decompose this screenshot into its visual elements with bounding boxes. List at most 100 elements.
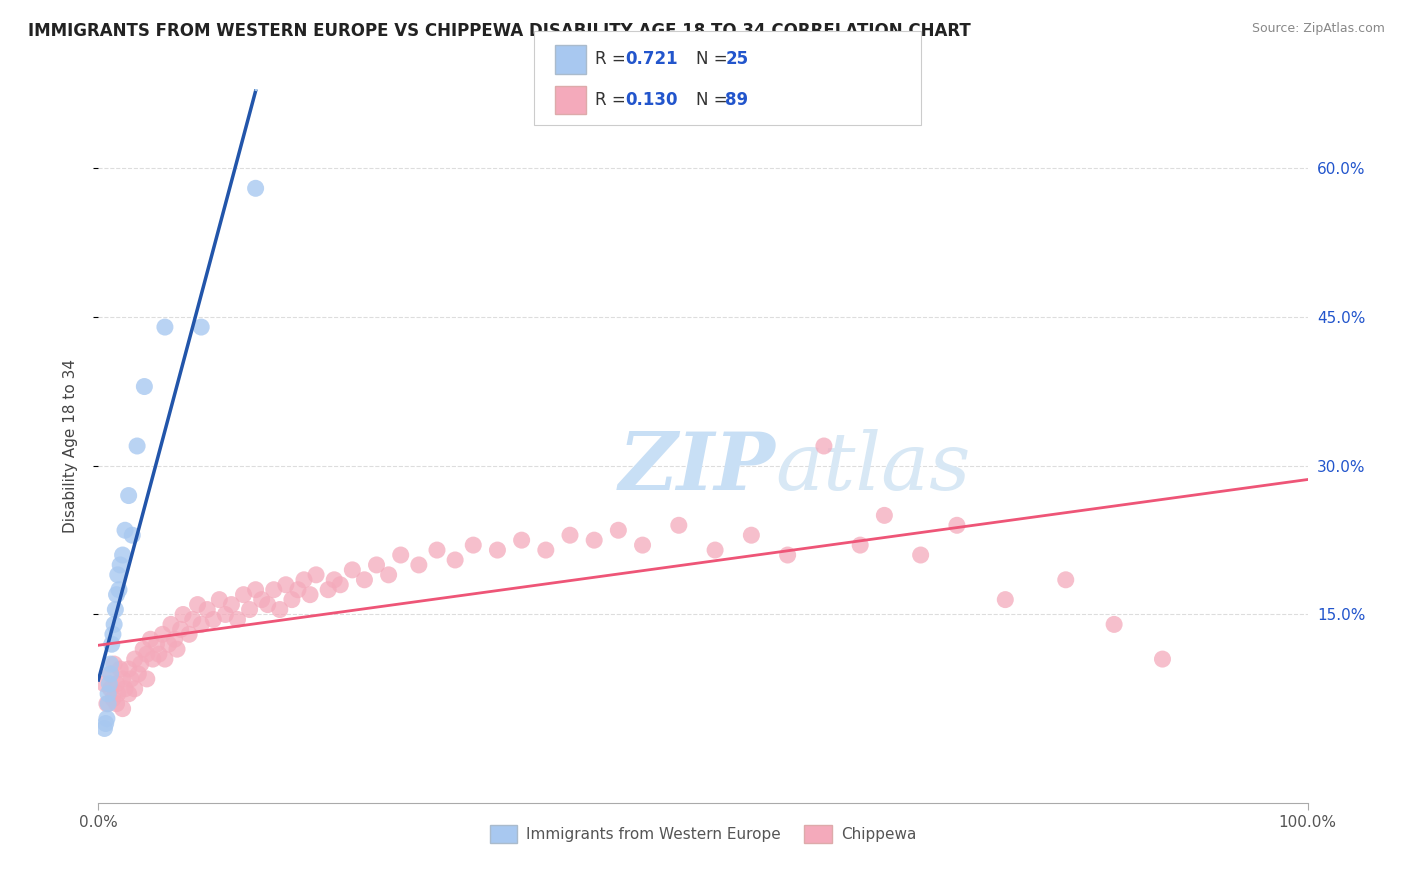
Point bbox=[166, 642, 188, 657]
Text: 25: 25 bbox=[725, 50, 748, 68]
Point bbox=[103, 657, 125, 671]
Point bbox=[299, 588, 322, 602]
Point bbox=[124, 652, 146, 666]
Point bbox=[101, 627, 124, 641]
Text: 89: 89 bbox=[725, 91, 748, 109]
Point bbox=[910, 548, 932, 562]
Point bbox=[1054, 573, 1077, 587]
Point bbox=[668, 518, 690, 533]
Point bbox=[111, 672, 134, 686]
Point bbox=[124, 681, 146, 696]
Text: IMMIGRANTS FROM WESTERN EUROPE VS CHIPPEWA DISABILITY AGE 18 TO 34 CORRELATION C: IMMIGRANTS FROM WESTERN EUROPE VS CHIPPE… bbox=[28, 22, 972, 40]
Point bbox=[134, 379, 156, 393]
Point bbox=[105, 697, 128, 711]
Point bbox=[305, 567, 328, 582]
Point bbox=[187, 598, 209, 612]
Point bbox=[323, 573, 346, 587]
Point bbox=[214, 607, 236, 622]
Point bbox=[153, 652, 176, 666]
Point bbox=[103, 617, 125, 632]
Point bbox=[292, 573, 315, 587]
Point bbox=[558, 528, 581, 542]
Point bbox=[486, 543, 509, 558]
Point bbox=[263, 582, 285, 597]
Point bbox=[94, 716, 117, 731]
Legend: Immigrants from Western Europe, Chippewa: Immigrants from Western Europe, Chippewa bbox=[484, 819, 922, 848]
Point bbox=[408, 558, 430, 572]
Point bbox=[118, 662, 141, 676]
Point bbox=[100, 657, 122, 671]
Point bbox=[179, 627, 201, 641]
Point bbox=[114, 681, 136, 696]
Point bbox=[287, 582, 309, 597]
Point bbox=[208, 592, 231, 607]
Y-axis label: Disability Age 18 to 34: Disability Age 18 to 34 bbox=[63, 359, 77, 533]
Point bbox=[135, 672, 157, 686]
Point bbox=[245, 582, 267, 597]
Point bbox=[740, 528, 762, 542]
Point bbox=[101, 691, 124, 706]
Point bbox=[256, 598, 278, 612]
Point bbox=[120, 672, 142, 686]
Text: atlas: atlas bbox=[776, 429, 972, 506]
Point bbox=[181, 612, 204, 626]
Point bbox=[104, 602, 127, 616]
Point bbox=[607, 523, 630, 537]
Point bbox=[631, 538, 654, 552]
Point bbox=[274, 578, 297, 592]
Point bbox=[510, 533, 533, 548]
Point bbox=[160, 617, 183, 632]
Point bbox=[534, 543, 557, 558]
Point bbox=[132, 642, 155, 657]
Point bbox=[96, 697, 118, 711]
Point bbox=[366, 558, 388, 572]
Point bbox=[157, 637, 180, 651]
Text: 0.721: 0.721 bbox=[626, 50, 678, 68]
Point bbox=[239, 602, 262, 616]
Point bbox=[139, 632, 162, 647]
Point bbox=[389, 548, 412, 562]
Point bbox=[108, 582, 131, 597]
Point bbox=[97, 697, 120, 711]
Point bbox=[377, 567, 399, 582]
Point bbox=[849, 538, 872, 552]
Point bbox=[342, 563, 364, 577]
Text: N =: N = bbox=[696, 91, 733, 109]
Point bbox=[813, 439, 835, 453]
Point bbox=[118, 687, 141, 701]
Point bbox=[946, 518, 969, 533]
Point bbox=[269, 602, 291, 616]
Point bbox=[190, 320, 212, 334]
Text: ZIP: ZIP bbox=[619, 429, 775, 506]
Point bbox=[100, 637, 122, 651]
Point bbox=[316, 582, 339, 597]
Point bbox=[426, 543, 449, 558]
Point bbox=[153, 320, 176, 334]
Text: R =: R = bbox=[595, 50, 631, 68]
Text: 0.130: 0.130 bbox=[626, 91, 678, 109]
Point bbox=[226, 612, 249, 626]
Point bbox=[135, 647, 157, 661]
Point bbox=[250, 592, 273, 607]
Point bbox=[100, 681, 122, 696]
Point bbox=[111, 548, 134, 562]
Point bbox=[114, 523, 136, 537]
Point bbox=[169, 623, 191, 637]
Point bbox=[172, 607, 194, 622]
Text: N =: N = bbox=[696, 50, 733, 68]
Point bbox=[163, 632, 186, 647]
Point bbox=[118, 489, 141, 503]
Point bbox=[148, 647, 170, 661]
Point bbox=[873, 508, 896, 523]
Point bbox=[232, 588, 254, 602]
Point bbox=[127, 439, 149, 453]
Text: R =: R = bbox=[595, 91, 631, 109]
Point bbox=[121, 528, 143, 542]
Point bbox=[190, 617, 212, 632]
Point bbox=[96, 712, 118, 726]
Point bbox=[281, 592, 304, 607]
Point bbox=[107, 567, 129, 582]
Point bbox=[100, 667, 122, 681]
Point bbox=[105, 588, 128, 602]
Point bbox=[329, 578, 352, 592]
